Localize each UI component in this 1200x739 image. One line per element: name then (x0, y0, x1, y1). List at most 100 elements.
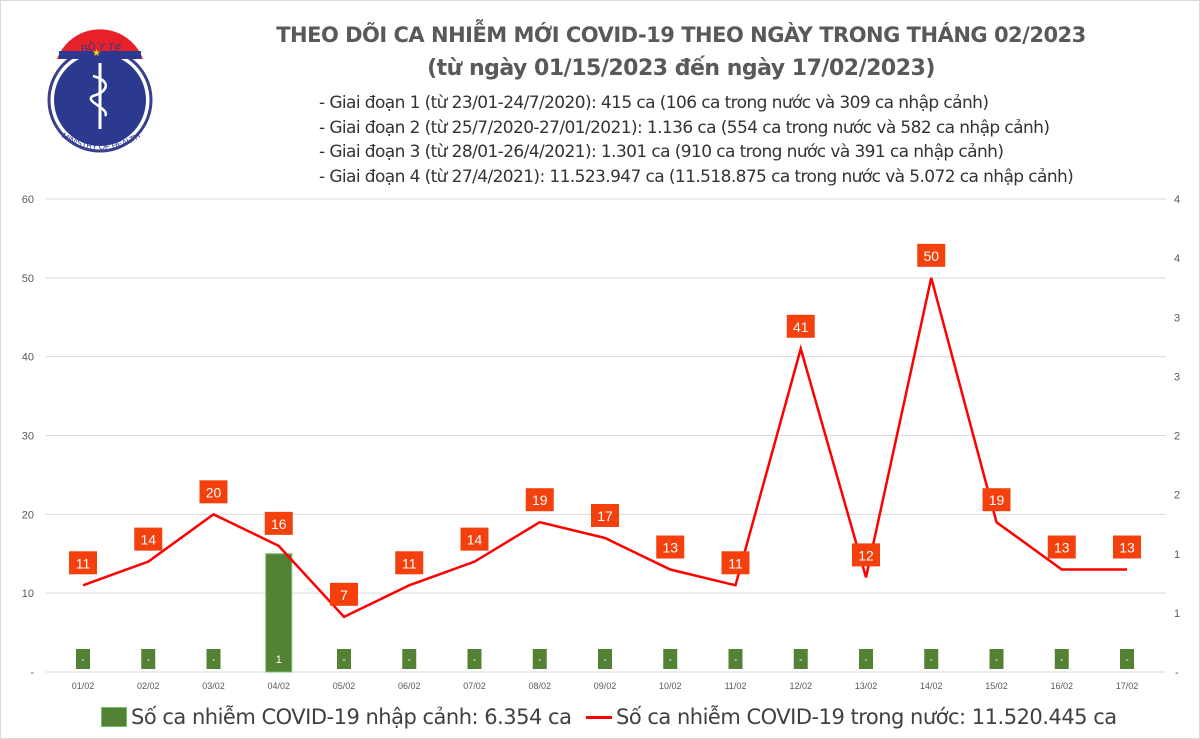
data-label-box (199, 480, 228, 504)
data-label: 13 (1054, 540, 1070, 556)
data-label: 19 (532, 492, 548, 508)
bar-label-box (402, 649, 417, 669)
bar-label: - (930, 655, 933, 666)
bar-label: 1 (276, 654, 282, 666)
bar-label: - (799, 655, 802, 666)
data-label-box (591, 503, 619, 527)
bar-label: - (538, 655, 541, 666)
bar-label-box (663, 649, 678, 669)
x-axis-tick: 04/02 (267, 681, 290, 691)
right-axis-tick: 3 (1174, 371, 1180, 383)
right-axis-tick: 2 (1174, 431, 1180, 443)
x-axis-tick: 10/02 (659, 681, 682, 691)
bar-label: - (669, 655, 672, 666)
legend-swatch-bar (101, 707, 127, 727)
data-label-box (395, 551, 424, 575)
bar-label-box (989, 649, 1004, 669)
left-axis-tick: 60 (22, 194, 34, 206)
data-label-box (982, 488, 1011, 512)
data-label-box (1113, 535, 1141, 559)
bar-label-box (337, 649, 351, 669)
data-label-box (264, 511, 293, 535)
right-axis-tick: 4 (1174, 194, 1180, 206)
x-axis-tick: 01/02 (72, 681, 95, 691)
bar-label-box (598, 649, 612, 669)
data-label: 19 (989, 492, 1005, 508)
right-axis-tick: 1 (1174, 549, 1180, 561)
data-label: 7 (340, 587, 348, 603)
data-label: 16 (271, 516, 287, 532)
data-label: 11 (402, 555, 417, 571)
bar-label: - (212, 655, 215, 666)
data-label-box (330, 582, 358, 606)
bar-label-box (141, 649, 156, 669)
data-label: 13 (662, 540, 678, 556)
x-axis-tick: 13/02 (855, 681, 878, 691)
x-axis-tick: 05/02 (333, 681, 356, 691)
left-axis-tick: 20 (22, 509, 34, 521)
stage-summary: - Giai đoạn 1 (từ 23/01-24/7/2020): 415 … (319, 91, 1074, 189)
domestic-cases-line (82, 277, 1127, 619)
bar-label-box (76, 649, 90, 669)
svg-text:BỘ Y TẾ: BỘ Y TẾ (80, 40, 123, 56)
bar-label-box (793, 649, 808, 669)
data-label-box (1047, 535, 1076, 559)
data-label: 14 (140, 532, 156, 548)
bar-label-box (859, 649, 873, 669)
legend-item-domestic: Số ca nhiễm COVID-19 trong nước: 11.520.… (586, 705, 1117, 729)
x-axis-tick: 14/02 (920, 681, 943, 691)
stage-2: - Giai đoạn 2 (từ 25/7/2020-27/01/2021):… (319, 117, 1050, 138)
legend-item-imported: Số ca nhiễm COVID-19 nhập cảnh: 6.354 ca (101, 705, 572, 729)
stage-1: - Giai đoạn 1 (từ 23/01-24/7/2020): 415 … (319, 93, 989, 113)
right-axis-tick: 3 (1174, 312, 1180, 324)
data-label: 41 (793, 319, 809, 335)
x-axis-tick: 16/02 (1050, 681, 1073, 691)
bar-label-box (728, 649, 743, 669)
data-label-box (460, 527, 489, 551)
bar-label: - (734, 655, 737, 666)
bar-label: - (147, 655, 150, 666)
bar-label: - (864, 655, 867, 666)
right-axis-tick: - (1175, 667, 1179, 679)
bar-label: - (603, 655, 606, 666)
bar-label-box (467, 649, 482, 669)
x-axis-tick: 08/02 (528, 681, 551, 691)
left-axis-tick: 50 (22, 273, 34, 285)
left-axis-tick: - (30, 667, 34, 679)
left-axis-tick: 40 (22, 352, 34, 364)
bar-label: - (1060, 655, 1063, 666)
bar-label-box (1120, 649, 1134, 669)
bar-label: - (81, 655, 84, 666)
bar-label-box (1054, 649, 1069, 669)
stage-3: - Giai đoạn 3 (từ 28/01-26/4/2021): 1.30… (319, 142, 1004, 162)
right-axis-tick: 1 (1174, 608, 1180, 620)
bar-label: - (473, 655, 476, 666)
data-label: 12 (858, 547, 874, 563)
data-label-box (852, 543, 880, 567)
bar-label-box (924, 649, 939, 669)
data-label-box (525, 488, 554, 512)
data-label: 11 (76, 555, 91, 571)
left-axis-tick: 10 (22, 588, 34, 600)
x-axis-tick: 12/02 (789, 681, 812, 691)
bar-label: - (995, 655, 998, 666)
left-axis-tick: 30 (22, 431, 34, 443)
data-label-box (917, 243, 946, 267)
data-label: 11 (728, 555, 743, 571)
x-axis-tick: 06/02 (398, 681, 421, 691)
data-label-box (721, 551, 750, 575)
stage-4: - Giai đoạn 4 (từ 27/4/2021): 11.523.947… (319, 166, 1074, 187)
bar-label: - (408, 655, 411, 666)
data-label: 14 (467, 532, 483, 548)
data-label-box (69, 551, 97, 575)
legend-swatch-line (586, 715, 612, 719)
bar-label: - (342, 655, 345, 666)
data-label: 20 (206, 484, 222, 500)
x-axis-tick: 11/02 (725, 681, 747, 691)
data-label-box (656, 535, 685, 559)
data-label: 50 (923, 248, 939, 264)
legend-label-imported: Số ca nhiễm COVID-19 nhập cảnh: 6.354 ca (131, 705, 572, 729)
chart-subtitle: (từ ngày 01/15/2023 đến ngày 17/02/2023) (427, 56, 935, 81)
legend-label-domestic: Số ca nhiễm COVID-19 trong nước: 11.520.… (616, 705, 1117, 729)
